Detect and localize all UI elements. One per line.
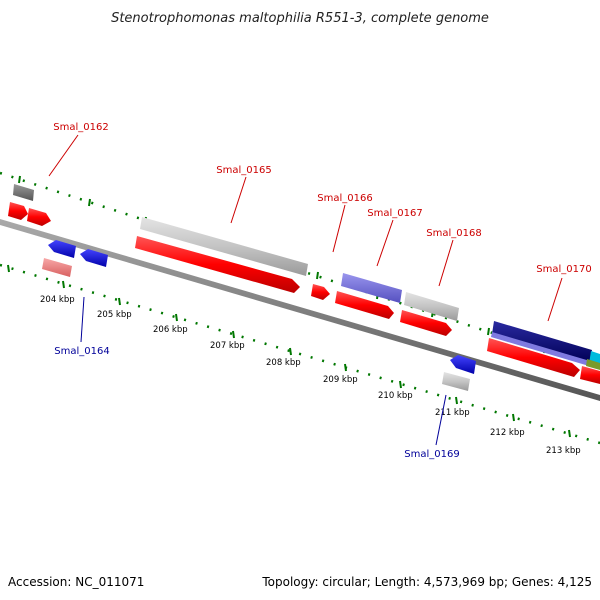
gene-feature <box>27 208 51 226</box>
tick-label: 209 kbp <box>323 375 358 385</box>
gene-feature <box>487 338 580 377</box>
gene-features-reverse <box>42 240 476 391</box>
gene-feature <box>42 258 72 277</box>
tick-label: 212 kbp <box>490 428 525 438</box>
major-ticks-lower <box>7 264 571 438</box>
tick-label: 204 kbp <box>40 295 75 305</box>
gene-label-smal-0164: Smal_0164 <box>54 346 109 357</box>
tick-labels: 204 kbp 205 kbp 206 kbp 207 kbp 208 kbp … <box>40 295 581 456</box>
gene-feature <box>492 321 592 363</box>
gene-feature <box>580 366 600 384</box>
tick-label: 207 kbp <box>210 341 245 351</box>
tick-label: 205 kbp <box>97 310 132 320</box>
genome-info-text: Topology: circular; Length: 4,573,969 bp… <box>261 575 592 589</box>
gene-label-smal-0167: Smal_0167 <box>367 208 422 219</box>
gene-feature <box>140 217 308 276</box>
tick-label: 211 kbp <box>435 408 470 418</box>
gene-features-outer <box>13 184 600 367</box>
gene-label-smal-0168: Smal_0168 <box>426 228 481 239</box>
gene-features-forward <box>8 202 600 384</box>
gene-labels: Smal_0162 Smal_0165 Smal_0166 Smal_0167 … <box>53 122 591 460</box>
tick-label: 210 kbp <box>378 391 413 401</box>
gene-feature <box>80 249 108 267</box>
accession-text: Accession: NC_011071 <box>8 575 144 589</box>
tick-track-lower <box>0 263 600 445</box>
gene-feature <box>442 372 470 391</box>
gene-feature <box>48 240 76 258</box>
gene-feature <box>400 310 452 336</box>
tick-label: 213 kbp <box>546 446 581 456</box>
label-leaders <box>48 134 563 446</box>
gene-feature <box>586 359 600 370</box>
gene-label-smal-0165: Smal_0165 <box>216 165 271 176</box>
gene-feature <box>8 202 28 220</box>
genome-backbone <box>0 219 600 401</box>
gene-feature <box>491 332 590 366</box>
gene-feature <box>13 184 34 201</box>
tick-label: 206 kbp <box>153 325 188 335</box>
gene-feature <box>335 291 394 319</box>
gene-label-smal-0162: Smal_0162 <box>53 122 108 133</box>
gene-feature <box>341 273 402 303</box>
gene-feature <box>311 284 330 300</box>
gene-label-smal-0169: Smal_0169 <box>404 449 459 460</box>
map-title: Stenotrophomonas maltophilia R551-3, com… <box>111 11 489 26</box>
gene-label-smal-0170: Smal_0170 <box>536 264 591 275</box>
gene-feature <box>135 236 300 293</box>
gene-label-smal-0166: Smal_0166 <box>317 193 372 204</box>
tick-label: 208 kbp <box>266 358 301 368</box>
gene-feature <box>450 355 476 374</box>
gene-feature <box>404 292 459 321</box>
